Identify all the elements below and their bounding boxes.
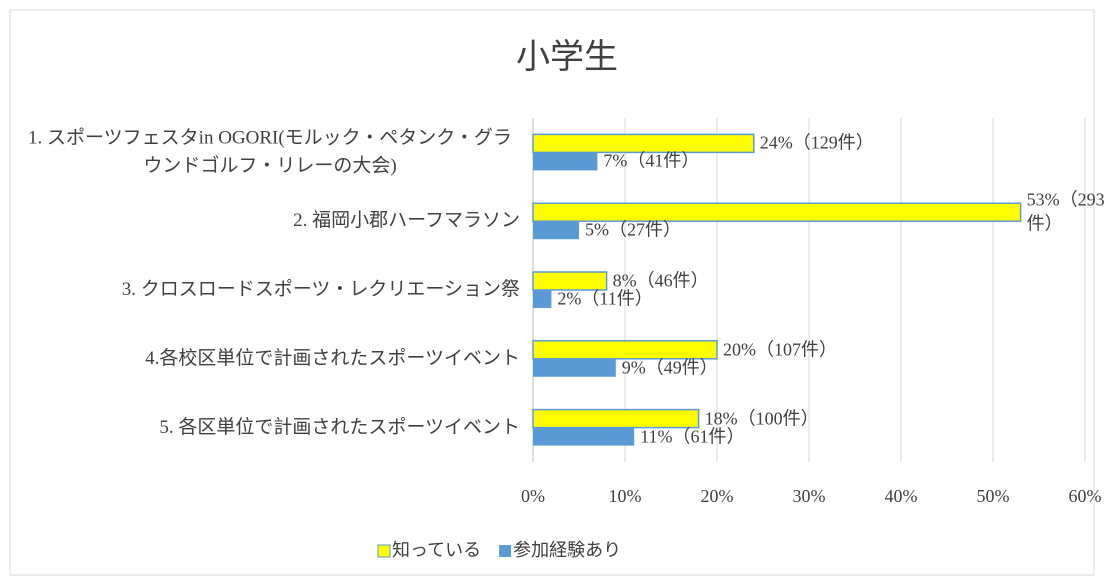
- data-label: 18%（100件）: [704, 407, 819, 428]
- category-label: 4.各校区単位で計画されたスポーツイベント: [145, 348, 520, 370]
- x-tick-label: 60%: [1069, 486, 1102, 506]
- data-label: 9%（49件）: [621, 357, 718, 378]
- x-tick-label: 0%: [521, 486, 545, 506]
- bar: [533, 427, 635, 446]
- bar: [533, 290, 552, 308]
- x-tick-label: 50%: [977, 486, 1010, 506]
- bar: [532, 202, 1022, 222]
- bar: [533, 358, 616, 377]
- category-label: 1. スポーツフェスタin OGORI(モルック・ペタンク・グラウンドゴルフ・リ…: [28, 127, 512, 177]
- chart-title: 小学生: [516, 38, 618, 76]
- x-tick-label: 20%: [701, 486, 734, 506]
- bar: [532, 133, 755, 154]
- data-label: 20%（107件）: [723, 339, 837, 360]
- data-label: 24%（129件）: [759, 132, 874, 153]
- bar: [533, 221, 579, 240]
- x-tick-label: 10%: [609, 486, 642, 506]
- category-label: 3. クロスロードスポーツ・レクリエーション祭: [121, 279, 520, 301]
- legend-swatch: [377, 544, 391, 558]
- bar: [532, 271, 608, 291]
- x-tick-label: 30%: [793, 486, 826, 506]
- bar: [533, 152, 598, 171]
- category-label: 2. 福岡小郡ハーフマラソン: [293, 210, 520, 232]
- bar: [532, 340, 718, 360]
- chart-border: [9, 9, 1095, 576]
- x-tick-label: 40%: [885, 486, 918, 506]
- legend-label: 参加経験あり: [513, 540, 621, 560]
- category-label: 5. 各区単位で計画されたスポーツイベント: [159, 416, 520, 438]
- legend-swatch: [499, 545, 512, 557]
- legend-label: 知っている: [392, 540, 481, 560]
- data-label: 11%（61件）: [640, 425, 745, 446]
- data-label: 5%（27件）: [585, 219, 681, 240]
- data-label: 53%（293件）: [1026, 189, 1105, 234]
- data-label: 2%（11件）: [557, 288, 653, 309]
- data-label: 8%（46件）: [612, 270, 709, 291]
- data-label: 7%（41件）: [603, 150, 700, 171]
